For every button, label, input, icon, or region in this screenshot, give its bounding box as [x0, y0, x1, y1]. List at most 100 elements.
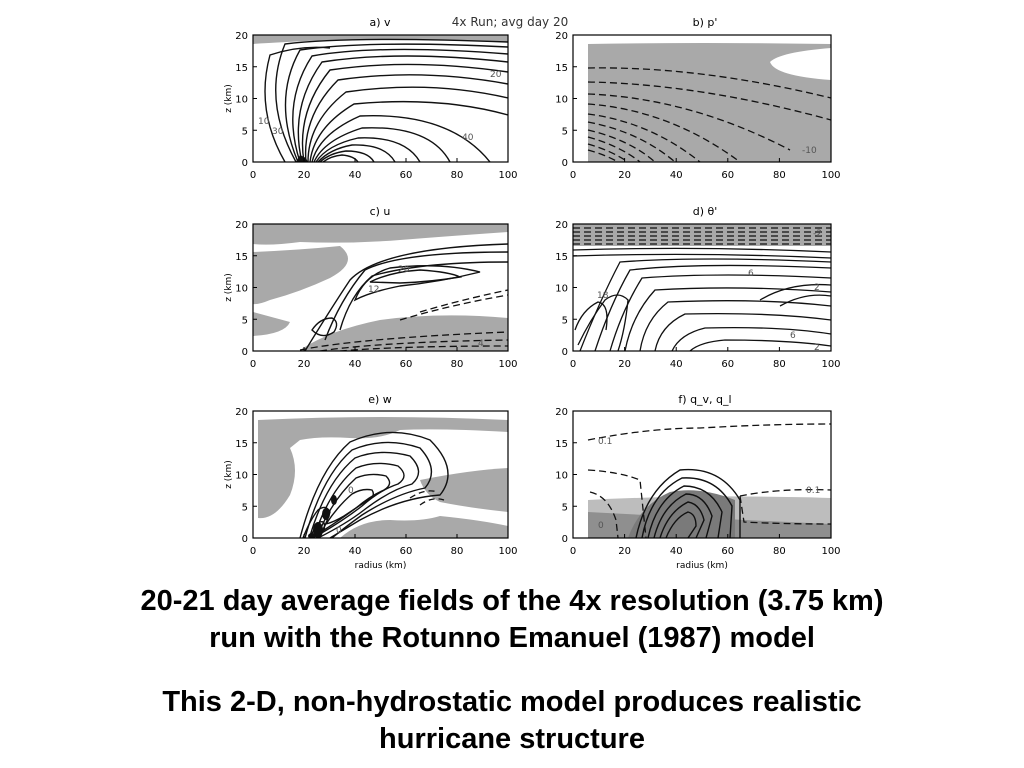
panel-b-title: b) p' [693, 16, 718, 29]
panel-a-title: a) v [369, 16, 391, 29]
x-tick-label: 100 [498, 546, 517, 557]
run-title: 4x Run; avg day 20 [452, 15, 568, 29]
panel-a-label-30: 30 [272, 127, 284, 137]
y-tick-label: 15 [235, 252, 248, 263]
panel-f-label-01b: 0.1 [806, 486, 820, 496]
y-tick-label: 5 [242, 126, 248, 137]
panel-e-shade-top [258, 417, 508, 519]
x-tick-label: 20 [298, 546, 311, 557]
panel-d-axes: 0 20 40 60 80 100 0 5 10 15 20 [555, 220, 840, 370]
y-tick-label: 0 [562, 347, 568, 358]
y-tick-label: 20 [555, 407, 568, 418]
panel-c-label-4: 4 [478, 339, 484, 349]
panel-f-axes: 0 20 40 60 80 100 0 5 10 15 20 radius (km) [555, 407, 840, 571]
x-axis-title: radius (km) [355, 561, 407, 571]
panel-a-label-40: 40 [462, 133, 474, 143]
y-axis-title: z (km) [224, 84, 234, 113]
y-tick-label: 10 [235, 471, 248, 482]
panel-d-title: d) θ' [693, 205, 718, 218]
x-tick-label: 80 [451, 170, 464, 181]
panel-f-label-0: 0 [598, 521, 604, 531]
x-tick-label: 60 [400, 170, 413, 181]
panel-f: f) q_v, q_l 0.1 0.1 0 [572, 393, 832, 539]
panel-c-title: c) u [370, 205, 391, 218]
x-tick-label: 100 [498, 170, 517, 181]
figure: 4x Run; avg day 20 a) v [224, 15, 841, 571]
caption-line-3: This 2-D, non-hydrostatic model produces… [162, 686, 862, 718]
x-tick-label: 40 [670, 170, 683, 181]
x-tick-label: 0 [250, 546, 256, 557]
panel-e-label-0a: 0 [348, 486, 354, 496]
caption-line-1: 20-21 day average fields of the 4x resol… [140, 585, 884, 617]
panel-a-label-10: 10 [258, 117, 270, 127]
y-tick-label: 0 [562, 158, 568, 169]
x-tick-label: 80 [773, 170, 786, 181]
panel-d-label-2b: 2 [814, 343, 820, 353]
panel-b-axes: 0 20 40 60 80 100 0 5 10 15 20 [555, 31, 840, 181]
panel-d-label-18: 18 [597, 291, 609, 301]
x-tick-label: 40 [349, 359, 362, 370]
y-tick-label: 20 [555, 220, 568, 231]
panel-c-shade-top [253, 224, 508, 245]
panel-c-plot: 20 12 4 [253, 224, 508, 351]
x-axis-title: radius (km) [676, 561, 728, 571]
y-axis-title: z (km) [224, 273, 234, 302]
x-tick-label: 20 [298, 359, 311, 370]
y-tick-label: 20 [235, 407, 248, 418]
x-tick-label: 0 [570, 359, 576, 370]
x-tick-label: 0 [250, 359, 256, 370]
y-tick-label: 0 [562, 534, 568, 545]
y-tick-label: 15 [235, 63, 248, 74]
x-tick-label: 40 [349, 546, 362, 557]
x-tick-label: 80 [451, 359, 464, 370]
panel-c-axes: 0 20 40 60 80 100 0 5 10 15 20 z (km) [224, 220, 518, 370]
y-tick-label: 5 [562, 126, 568, 137]
panel-b-shade [588, 43, 831, 162]
y-tick-label: 0 [242, 534, 248, 545]
y-tick-label: 10 [235, 95, 248, 106]
panel-e-plot: 0 0 [258, 417, 508, 538]
panel-d: d) θ' 18 [572, 205, 832, 353]
caption-line-4: hurricane structure [379, 723, 645, 755]
caption-main: 20-21 day average fields of the 4x resol… [0, 583, 1024, 657]
panel-d-label-2: 2 [814, 283, 820, 293]
x-tick-label: 80 [773, 359, 786, 370]
panel-d-plot: 18 6 2 6 2 -2 [573, 224, 831, 353]
panel-c-label-20: 20 [398, 265, 410, 275]
y-tick-label: 5 [242, 315, 248, 326]
x-tick-label: 40 [670, 359, 683, 370]
x-tick-label: 20 [618, 170, 631, 181]
panel-a-plot: 20 10 30 40 [253, 35, 508, 162]
x-tick-label: 100 [821, 359, 840, 370]
y-tick-label: 20 [235, 31, 248, 42]
y-tick-label: 5 [562, 315, 568, 326]
panel-d-label-neg2: -2 [813, 229, 822, 239]
x-tick-label: 0 [570, 546, 576, 557]
x-tick-label: 100 [498, 359, 517, 370]
y-tick-label: 20 [555, 31, 568, 42]
y-tick-label: 0 [242, 158, 248, 169]
panel-a-axes: 0 20 40 60 80 100 0 5 10 15 20 z (km) [224, 31, 518, 181]
y-tick-label: 10 [235, 284, 248, 295]
y-tick-label: 15 [235, 439, 248, 450]
y-tick-label: 10 [555, 471, 568, 482]
panel-c-label-12: 12 [368, 285, 379, 295]
panel-a-label-20: 20 [490, 70, 502, 80]
panel-d-label-6: 6 [748, 269, 754, 279]
panel-a: a) v 20 10 30 [252, 16, 509, 163]
x-tick-label: 60 [721, 546, 734, 557]
panel-d-shade [573, 224, 831, 246]
y-tick-label: 10 [555, 95, 568, 106]
x-tick-label: 0 [570, 170, 576, 181]
x-tick-label: 40 [670, 546, 683, 557]
panel-e-title: e) w [368, 393, 392, 406]
x-tick-label: 100 [821, 546, 840, 557]
x-tick-label: 60 [721, 170, 734, 181]
y-axis-title: z (km) [224, 460, 234, 489]
x-tick-label: 20 [618, 546, 631, 557]
panel-f-plot: 0.1 0.1 0 [587, 423, 831, 538]
panel-e-shade-bottom [340, 516, 508, 538]
y-tick-label: 0 [242, 347, 248, 358]
panel-e-label-0b: 0 [336, 526, 342, 536]
